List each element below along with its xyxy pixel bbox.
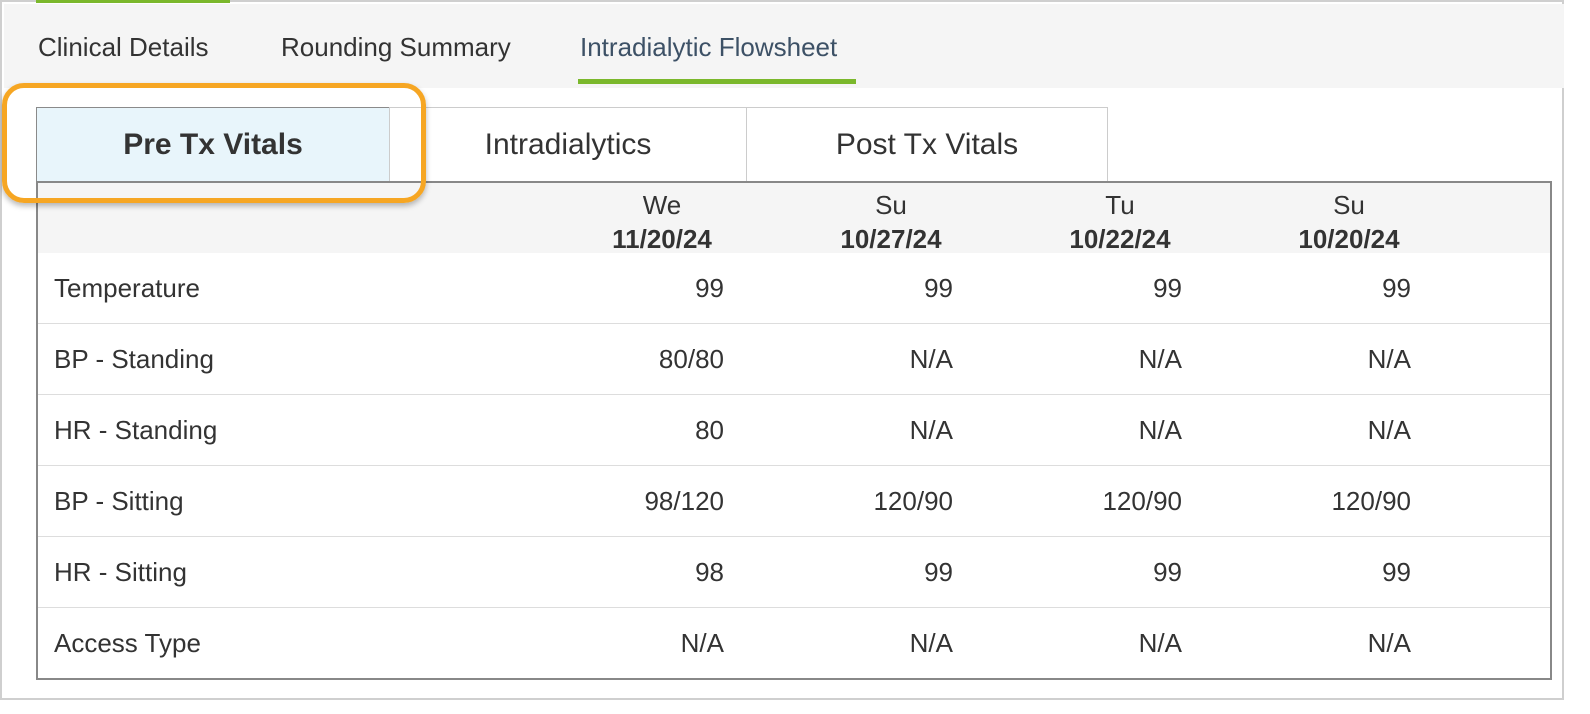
table-cell: 120/90	[873, 486, 953, 516]
table-cell: N/A	[1367, 628, 1411, 658]
tab-intradialytic-flowsheet[interactable]: Intradialytic Flowsheet	[580, 32, 838, 62]
column-date: 10/20/24	[1298, 224, 1400, 254]
table-header-row: We 11/20/24 Su 10/27/24 Tu 10/22/24 Su 1…	[38, 183, 1550, 256]
table-row: HR - Sitting 98 99 99 99	[38, 537, 1550, 608]
table-row: BP - Sitting 98/120 120/90 120/90 120/90	[38, 466, 1550, 537]
row-label: Temperature	[54, 273, 200, 303]
active-tab-underline	[578, 79, 856, 84]
column-day: Su	[1333, 190, 1365, 220]
table-cell: 99	[924, 273, 953, 303]
subtab-pre-tx-vitals[interactable]: Pre Tx Vitals	[36, 107, 390, 182]
table-cell: N/A	[909, 344, 953, 374]
nav-tab-bar: Clinical Details Rounding Summary Intrad…	[4, 4, 1564, 88]
column-day: We	[642, 190, 682, 220]
row-label: HR - Sitting	[54, 557, 187, 587]
row-label: HR - Standing	[54, 415, 218, 445]
column-header: Su 10/27/24	[791, 188, 991, 256]
tab-clinical-details[interactable]: Clinical Details	[38, 32, 209, 62]
column-date: 10/22/24	[1069, 224, 1171, 254]
table-cell: 99	[924, 557, 953, 587]
row-label: Access Type	[54, 628, 201, 658]
column-header: Su 10/20/24	[1249, 188, 1449, 256]
column-day: Tu	[1105, 190, 1135, 220]
table-row: HR - Standing 80 N/A N/A N/A	[38, 395, 1550, 466]
column-date: 10/27/24	[840, 224, 942, 254]
table-cell: N/A	[1367, 415, 1411, 445]
table-cell: 99	[1153, 557, 1182, 587]
subtab-post-tx-vitals[interactable]: Post Tx Vitals	[746, 107, 1108, 182]
table-row: Temperature 99 99 99 99	[38, 253, 1550, 324]
row-label: BP - Sitting	[54, 486, 184, 516]
table-cell: 80/80	[658, 344, 724, 374]
table-cell: N/A	[909, 628, 953, 658]
table-cell: 120/90	[1331, 486, 1411, 516]
table-cell: 80	[695, 415, 724, 445]
table-cell: 98/120	[644, 486, 724, 516]
table-cell: 98	[695, 557, 724, 587]
column-date: 11/20/24	[612, 224, 712, 254]
table-cell: 99	[1382, 273, 1411, 303]
table-cell: 99	[1382, 557, 1411, 587]
table-row: Access Type N/A N/A N/A N/A	[38, 608, 1550, 679]
table-cell: N/A	[1138, 628, 1182, 658]
column-header: Tu 10/22/24	[1020, 188, 1220, 256]
table-cell: N/A	[909, 415, 953, 445]
table-cell: 99	[695, 273, 724, 303]
vitals-table: We 11/20/24 Su 10/27/24 Tu 10/22/24 Su 1…	[36, 181, 1552, 680]
top-accent-bar	[36, 0, 230, 3]
table-row: BP - Standing 80/80 N/A N/A N/A	[38, 324, 1550, 395]
table-cell: N/A	[1138, 415, 1182, 445]
table-cell: N/A	[1138, 344, 1182, 374]
table-cell: 99	[1153, 273, 1182, 303]
subtab-intradialytics[interactable]: Intradialytics	[389, 107, 747, 182]
column-header: We 11/20/24	[562, 188, 762, 256]
table-cell: N/A	[1367, 344, 1411, 374]
tab-rounding-summary[interactable]: Rounding Summary	[281, 32, 511, 62]
row-label: BP - Standing	[54, 344, 214, 374]
table-cell: 120/90	[1102, 486, 1182, 516]
column-day: Su	[875, 190, 907, 220]
table-cell: N/A	[680, 628, 724, 658]
